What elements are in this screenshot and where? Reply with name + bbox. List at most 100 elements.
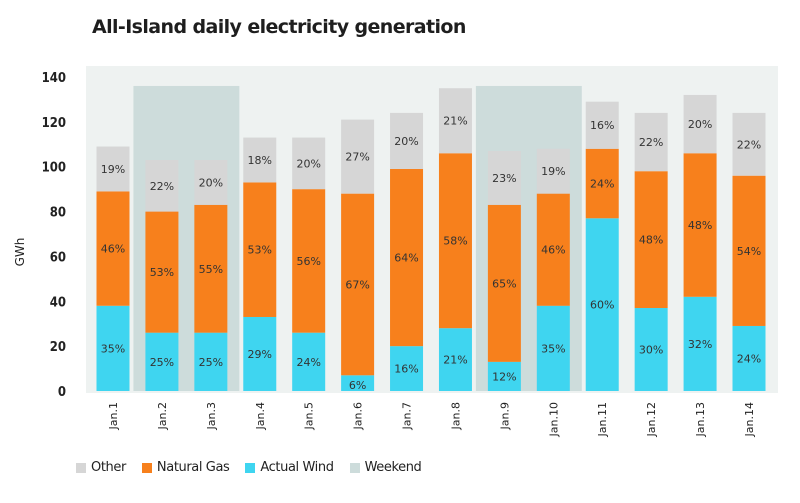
legend-swatch [349, 462, 360, 473]
wind-segment [585, 218, 619, 391]
segment-label: 30% [639, 344, 663, 357]
legend: Other Natural Gas Actual Wind Weekend [76, 460, 437, 475]
x-tick-label: Jan.13 [694, 402, 707, 437]
wind-segment [683, 296, 717, 391]
segment-label: 16% [590, 119, 614, 132]
wind-segment [145, 332, 179, 391]
chart-title: All-Island daily electricity generation [92, 16, 466, 38]
gas-segment [145, 211, 179, 333]
other-segment [683, 94, 717, 154]
segment-label: 46% [101, 243, 125, 256]
y-tick-label: 80 [50, 206, 66, 221]
gas-segment [683, 153, 717, 297]
segment-label: 35% [541, 342, 565, 355]
gas-segment [194, 204, 228, 333]
gas-segment [341, 193, 375, 376]
y-tick-label: 20 [50, 340, 66, 355]
segment-label: 32% [688, 338, 712, 351]
legend-swatch [245, 462, 256, 473]
segment-label: 20% [394, 135, 418, 148]
segment-label: 27% [345, 151, 369, 164]
bar-jan-10 [536, 148, 570, 391]
wind-segment [390, 346, 424, 391]
y-tick-label: 120 [42, 116, 66, 131]
segment-label: 22% [639, 136, 663, 149]
other-segment [292, 137, 326, 190]
segment-label: 56% [296, 255, 320, 268]
gas-segment [487, 204, 521, 362]
other-segment [96, 146, 130, 192]
legend-swatch [76, 462, 86, 473]
y-tick-label: 140 [42, 71, 66, 86]
segment-label: 54% [737, 245, 761, 258]
gas-segment [292, 189, 326, 333]
segment-label: 25% [199, 356, 223, 369]
wind-segment [292, 332, 326, 391]
legend-label: Natural Gas [156, 460, 230, 475]
x-tick-label: Jan.6 [352, 402, 365, 430]
gas-segment [585, 148, 619, 219]
gas-segment [438, 153, 472, 329]
bar-jan-7 [390, 112, 424, 391]
segment-label: 19% [101, 163, 125, 176]
bar-jan-11 [585, 101, 619, 391]
gas-segment [243, 182, 277, 317]
segment-label: 22% [150, 180, 174, 193]
wind-segment [96, 305, 130, 391]
x-tick-label: Jan.5 [303, 402, 316, 430]
legend-label: Other [91, 460, 126, 475]
x-tick-label: Jan.12 [645, 402, 658, 437]
segment-label: 21% [443, 115, 467, 128]
segment-label: 29% [248, 348, 272, 361]
legend-item: Weekend [349, 460, 422, 475]
segment-label: 48% [639, 234, 663, 247]
bar-jan-13 [683, 94, 717, 391]
legend-item: Other [76, 460, 126, 475]
x-tick-label: Jan.9 [498, 402, 511, 430]
segment-label: 6% [349, 379, 366, 392]
segment-label: 21% [443, 354, 467, 367]
x-tick-label: Jan.11 [596, 402, 609, 437]
x-tick-label: Jan.1 [107, 402, 120, 430]
segment-label: 53% [150, 266, 174, 279]
bar-jan-4 [243, 137, 277, 391]
gas-segment [634, 171, 668, 309]
y-tick-label: 40 [50, 295, 66, 310]
bar-jan-12 [634, 112, 668, 391]
wind-segment [341, 375, 375, 391]
segment-label: 46% [541, 244, 565, 257]
x-tick-label: Jan.7 [401, 402, 414, 430]
segment-label: 53% [248, 244, 272, 257]
gas-segment [732, 175, 766, 326]
segment-label: 65% [492, 277, 516, 290]
x-tick-label: Jan.8 [449, 402, 462, 430]
y-tick-label: 100 [42, 161, 66, 176]
wind-segment [634, 308, 668, 391]
segment-label: 64% [394, 252, 418, 265]
x-axis: Jan.1 Jan.2 Jan.3 Jan.4 Jan.5 Jan.6 Jan.7 Jan.8… [107, 402, 756, 437]
bar-jan-2 [145, 159, 179, 391]
segment-label: 48% [688, 219, 712, 232]
gas-segment [390, 168, 424, 347]
other-segment [536, 148, 570, 194]
gas-segment [96, 191, 130, 306]
y-axis: 0 20 40 60 80 100 120 140 [42, 71, 66, 400]
other-segment [732, 112, 766, 176]
other-segment [438, 88, 472, 154]
other-segment [194, 159, 228, 205]
other-segment [634, 112, 668, 172]
x-tick-label: Jan.14 [743, 402, 756, 437]
wind-segment [536, 305, 570, 391]
segment-label: 35% [101, 342, 125, 355]
wind-segment [732, 325, 766, 391]
segment-label: 25% [150, 356, 174, 369]
bar-jan-1 [96, 146, 130, 391]
other-segment [341, 119, 375, 194]
bar-jan-8 [438, 88, 472, 391]
other-segment [585, 101, 619, 149]
segment-label: 16% [394, 363, 418, 376]
bar-jan-14 [732, 112, 766, 391]
segment-label: 19% [541, 165, 565, 178]
segment-labels: 35% 46% 19% 25% 53% 22% 25% 55% 20% 29% 53% 18% 24% 5… [101, 115, 761, 392]
x-tick-label: Jan.3 [205, 402, 218, 430]
